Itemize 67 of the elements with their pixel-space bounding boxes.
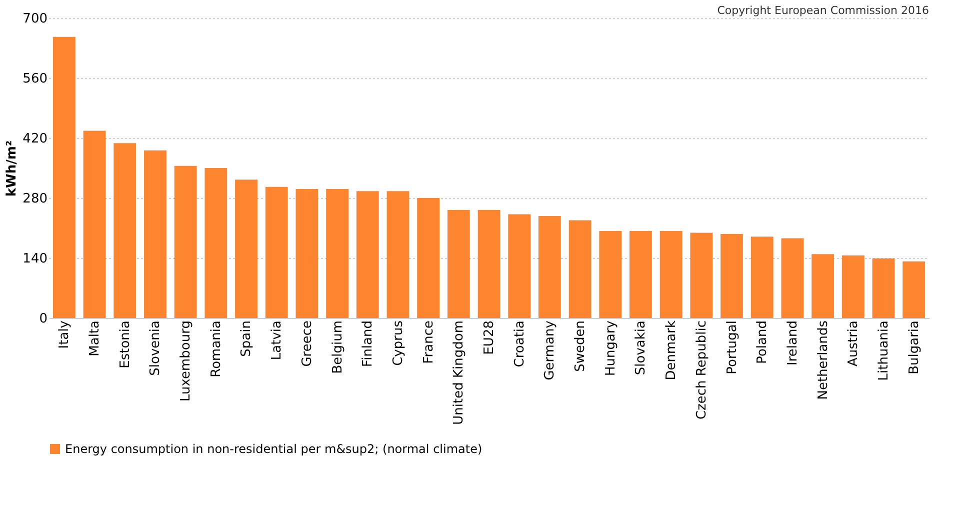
x-tick-label: Ireland [785,320,800,366]
x-tick-label: Bulgaria [906,320,922,374]
x-tick-label: Finland [360,320,376,367]
x-tick-label: Spain [239,320,254,357]
x-tick-label: Sweden [573,320,588,372]
bar [781,238,804,318]
bar [52,36,76,318]
bar [265,186,288,318]
x-tick-label: Romania [208,320,224,378]
bar [417,198,440,318]
bar [842,255,864,318]
bar [235,180,258,318]
y-tick-label: 420 [22,132,48,146]
x-tick-label: Lithuania [876,320,892,381]
x-tick-label: Latvia [270,320,285,360]
bar [660,231,682,318]
x-tick-label: France [421,320,436,364]
x-tick-label: Croatia [512,320,528,368]
bar [478,210,500,318]
bar [326,189,348,318]
y-tick-label: 140 [22,252,48,266]
bar [720,234,743,318]
x-tick-label: Belgium [330,320,346,374]
bar [568,220,592,318]
bar [204,168,228,318]
x-tick-label: Denmark [664,320,680,380]
y-tick-label: 560 [22,72,48,86]
bar [447,210,470,318]
bar [812,254,834,318]
x-tick-label: Germany [542,320,558,380]
x-tick-label: Slovenia [148,320,164,376]
x-tick-label: Malta [88,320,103,356]
x-tick-label: Greece [300,320,315,367]
y-tick-label: 700 [22,12,48,26]
y-tick-label: 0 [39,312,48,326]
x-tick-label: United Kingdom [452,320,467,425]
legend-label: Energy consumption in non-residential per m&sup2; (normal climate) [65,442,482,456]
x-tick-label: Hungary [603,320,618,376]
x-tick-label: Cyprus [390,320,406,366]
text: Copyright European Commission 2016 [717,4,929,17]
bar [144,150,166,318]
bar [599,231,622,318]
x-tick-label: Netherlands [816,320,831,400]
x-tick-label: Portugal [724,320,740,374]
y-tick-label: 280 [22,192,48,206]
bar [386,191,410,318]
x-tick-label: Italy [57,320,72,349]
bar [356,191,379,318]
x-tick-label: Czech Republic [694,320,710,420]
bar [83,130,106,318]
x-tick-label: Austria [846,320,862,366]
x-tick-label: Luxembourg [178,320,194,402]
bar [872,258,895,318]
bar [296,189,318,318]
bar [630,231,652,318]
x-tick-label: Poland [755,320,770,364]
bar [114,143,136,318]
x-tick-label: Estonia [118,320,133,368]
bar [690,232,713,318]
bar [902,261,926,318]
bar [538,216,561,318]
x-tick-label: Slovakia [634,320,649,376]
bar [174,166,197,318]
y-axis-title: kWh/m² [4,140,20,197]
bar [750,236,774,318]
x-tick-label: EU28 [482,320,497,355]
bar [508,214,531,318]
